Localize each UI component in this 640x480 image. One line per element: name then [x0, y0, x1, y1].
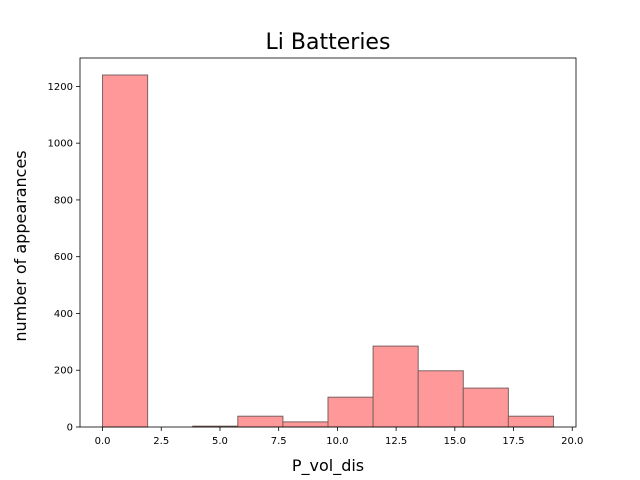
bars-group [102, 74, 554, 428]
y-tick-label: 600 [54, 252, 73, 263]
y-tick-label: 400 [54, 309, 73, 320]
y-tick-label: 1200 [48, 82, 73, 93]
x-tick-label: 15.0 [444, 436, 466, 447]
histogram-bar [462, 387, 509, 428]
x-axis-label: P_vol_dis [292, 456, 364, 476]
y-tick-label: 0 [67, 423, 73, 434]
histogram-bar [102, 74, 149, 428]
y-axis-label: number of appearances [11, 150, 30, 341]
y-tick-label: 800 [54, 195, 73, 206]
y-tick-label: 1000 [48, 139, 73, 150]
histogram-bar [237, 415, 284, 428]
y-tick-label: 200 [54, 366, 73, 377]
x-tick-label: 2.5 [153, 436, 169, 447]
histogram-bar [282, 421, 329, 428]
x-tick-label: 17.5 [502, 436, 524, 447]
x-tick-label: 12.5 [385, 436, 407, 447]
x-axis-ticks: 0.0 2.5 5.0 7.5 10.0 12.5 15.0 17.5 20.0 [95, 427, 583, 447]
x-tick-label: 5.0 [212, 436, 228, 447]
axes-frame [79, 57, 577, 428]
histogram-bar [417, 370, 464, 428]
histogram-bar [507, 415, 554, 428]
x-tick-label: 20.0 [561, 436, 583, 447]
histogram-bar [327, 396, 374, 428]
x-tick-label: 10.0 [326, 436, 348, 447]
histogram-bar [372, 345, 419, 428]
chart-title: Li Batteries [266, 30, 391, 55]
y-axis-ticks: 0 200 400 600 800 1000 1200 [48, 82, 80, 434]
x-tick-label: 7.5 [271, 436, 287, 447]
x-tick-label: 0.0 [95, 436, 111, 447]
